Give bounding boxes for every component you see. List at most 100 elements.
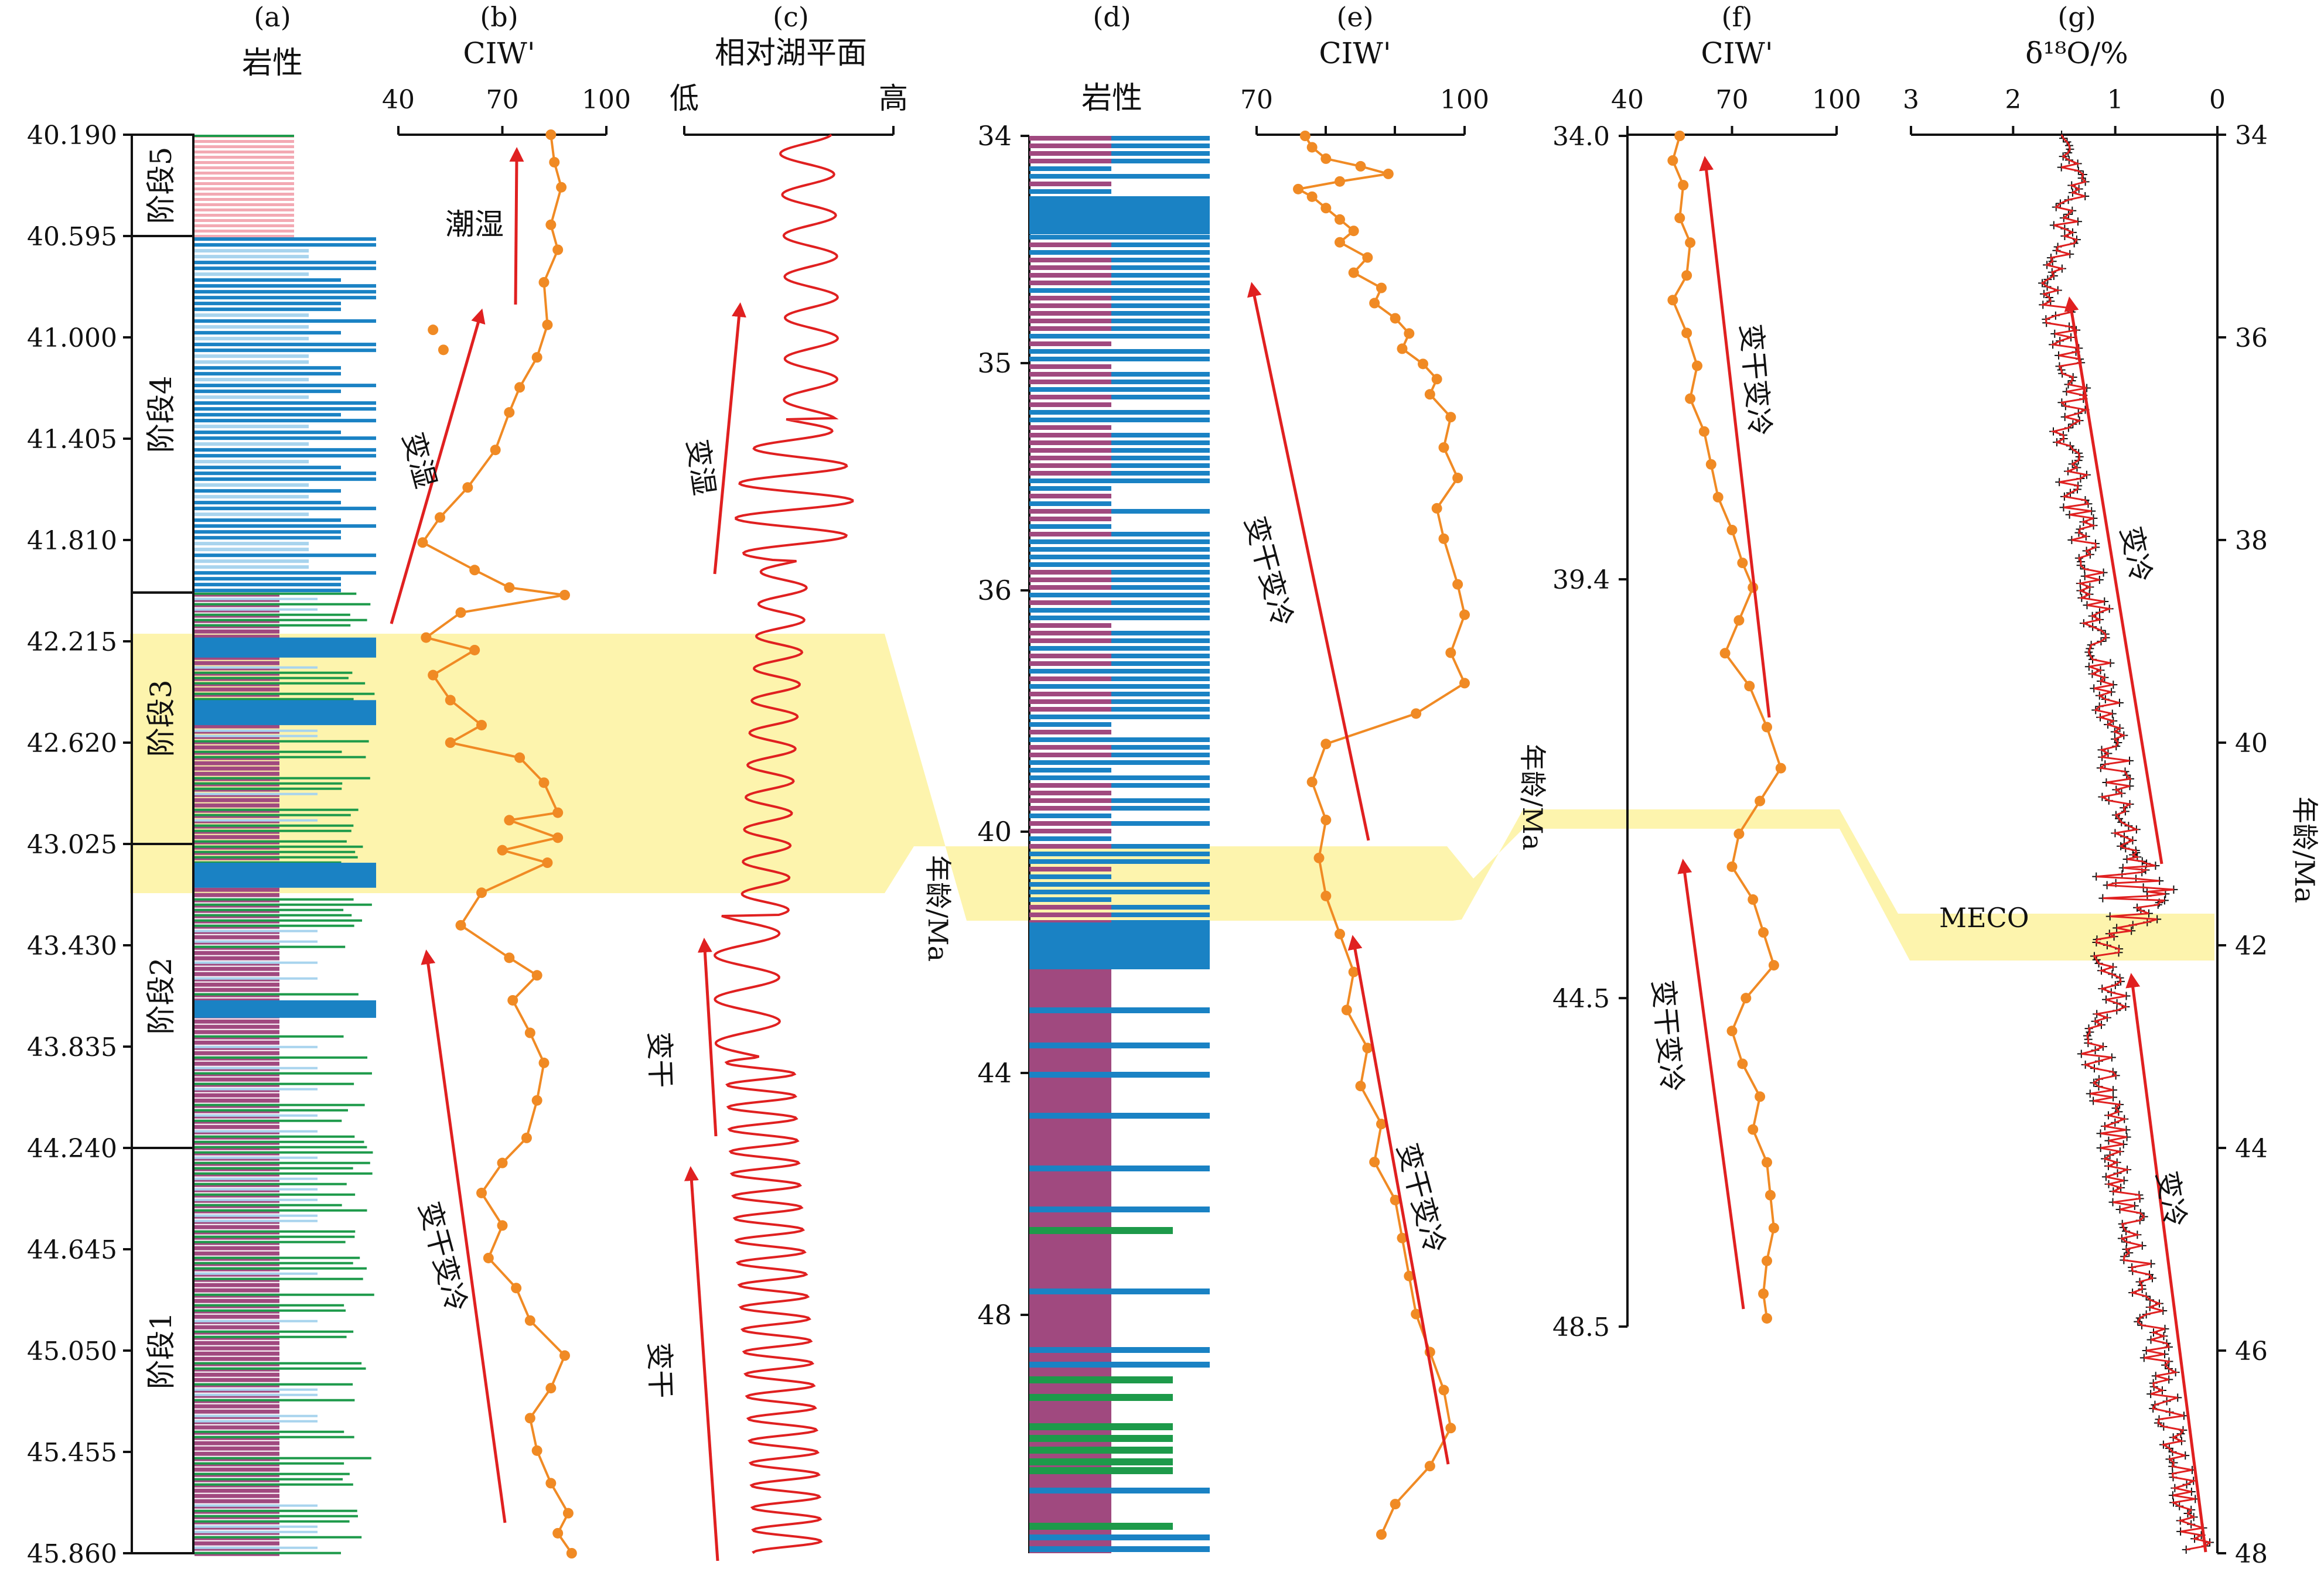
d-stripe-left: [1029, 638, 1111, 643]
a-stripe-blue: [194, 337, 309, 341]
d-stripe-left: [1029, 555, 1111, 559]
d-stripe-left: [1029, 539, 1111, 544]
a-stripe-purple: [194, 761, 279, 765]
a-stripe-green: [194, 613, 350, 616]
d-stripe-right: [1111, 570, 1210, 575]
d-stripe-left: [1029, 821, 1111, 826]
d-stripe-right: [1111, 151, 1210, 156]
a-stripe-blue: [194, 571, 376, 575]
age-label-c: 年龄/Ma: [922, 855, 954, 962]
d-stripe-right: [1111, 242, 1210, 247]
d-green-stripe: [1029, 1376, 1173, 1383]
d-green-stripe: [1029, 1523, 1173, 1530]
f-tick-label: 40: [1611, 85, 1644, 115]
d-blue-stripe: [1029, 1347, 1210, 1353]
a-stripe-blue: [194, 524, 376, 528]
d-stripe-right: [1111, 676, 1210, 681]
d-stripe-right: [1111, 798, 1210, 803]
a-stripe-purple: [194, 1251, 279, 1256]
f-tick-label: 70: [1716, 85, 1749, 115]
a-stripe-green: [194, 1399, 355, 1402]
a-tick-label: 44.645: [27, 1235, 117, 1265]
a-stripe-blue: [194, 430, 341, 435]
d-stripe-right: [1111, 418, 1210, 422]
correlation-bands: [130, 634, 2214, 961]
a-stripe-purple: [194, 935, 279, 939]
e-ciw-point: [1335, 214, 1345, 225]
a-stripe-lightblue: [194, 1067, 318, 1069]
a-tick-label: 41.405: [27, 425, 117, 454]
f-ciw-point: [1685, 393, 1696, 404]
trend-annotation: 变湿: [396, 429, 442, 491]
a-stripe-blue: [194, 448, 376, 452]
g-tick-label: 3: [1903, 85, 1919, 115]
a-stripe-purple: [194, 1030, 279, 1034]
b-ciw-point: [504, 952, 515, 963]
d-lithology-column: [1029, 136, 1210, 1553]
d-stripe-left: [1029, 806, 1111, 811]
a-tick-label: 44.240: [27, 1134, 117, 1164]
b-ciw-point: [552, 1527, 564, 1539]
a-stripe-green: [194, 1235, 355, 1238]
d-stripe-left: [1029, 425, 1111, 430]
f-ciw-point: [1765, 1190, 1776, 1201]
a-stripe-lightblue: [194, 1388, 318, 1391]
d-blue-block: [1029, 922, 1210, 969]
b-ciw-point: [552, 832, 564, 843]
a-stripe-blue: [194, 354, 309, 358]
g-tick-label: 2: [2005, 85, 2021, 115]
b-ciw-point: [538, 277, 550, 288]
a-stripe-purple: [194, 1288, 279, 1293]
d-stripe-right: [1111, 585, 1210, 590]
a-stripe-green: [194, 808, 359, 811]
d-stripe-right: [1111, 715, 1210, 719]
a-stripe-lightblue: [194, 1393, 318, 1396]
a-stripe-blue: [194, 348, 376, 353]
a-tick-label: 40.190: [27, 121, 117, 151]
a-stripe-blue: [194, 530, 341, 534]
a-stripe-green: [194, 924, 354, 927]
d-stripe-right: [1111, 326, 1210, 331]
a-stripe-blue: [194, 407, 376, 411]
a-stripe-lightblue: [194, 961, 318, 964]
b-ciw-point: [417, 537, 428, 548]
a-stripe-blue: [194, 507, 376, 511]
a-stripe-green: [194, 861, 342, 864]
d-stripe-right: [1111, 463, 1210, 468]
panel-f-ciw: 40 70 100 34.0 39.4 44.5 48.5: [1552, 85, 1861, 1342]
b-ciw-point: [552, 244, 564, 255]
a-stripe-blue: [194, 278, 341, 282]
d-stripe-right: [1111, 745, 1210, 750]
e-ciw-point: [1438, 1385, 1449, 1396]
d-stripe-left: [1029, 288, 1111, 293]
a-stripe-purple: [194, 724, 279, 729]
d-stripe-left: [1029, 562, 1111, 567]
f-ciw-point: [1681, 270, 1692, 281]
d-stripe-left: [1029, 768, 1111, 773]
b-ciw-point: [545, 129, 557, 140]
a-stripe-blue: [194, 489, 341, 493]
a-stripe-blue: [194, 243, 376, 247]
a-stripe-green: [194, 1478, 343, 1481]
d-blue-block: [1029, 196, 1210, 234]
d-stripe-left: [1029, 174, 1111, 179]
a-stripe-green: [194, 1293, 374, 1296]
a-stripe-purple: [194, 982, 279, 987]
header-e: CIW': [1319, 36, 1391, 70]
d-stripe-left: [1029, 387, 1111, 392]
c-tick-label: 高: [879, 81, 908, 115]
d-stripe-left: [1029, 463, 1111, 468]
g-ytick-label: 38: [2235, 526, 2268, 556]
a-stripe-lightblue: [194, 597, 318, 600]
a-stripe-blue: [194, 372, 341, 376]
a-stripe-pink: [194, 156, 294, 159]
d-blue-stripe: [1029, 1207, 1210, 1212]
a-stripe-purple: [194, 803, 279, 808]
a-stripe-purple: [194, 1356, 279, 1361]
trend-annotation: 变干变冷: [1646, 979, 1689, 1093]
a-stripe-blue: [194, 384, 376, 388]
a-stripe-green: [194, 1330, 354, 1333]
a-stripe-green: [194, 1082, 354, 1085]
d-stripe-left: [1029, 501, 1111, 506]
d-stripe-left: [1029, 250, 1111, 255]
